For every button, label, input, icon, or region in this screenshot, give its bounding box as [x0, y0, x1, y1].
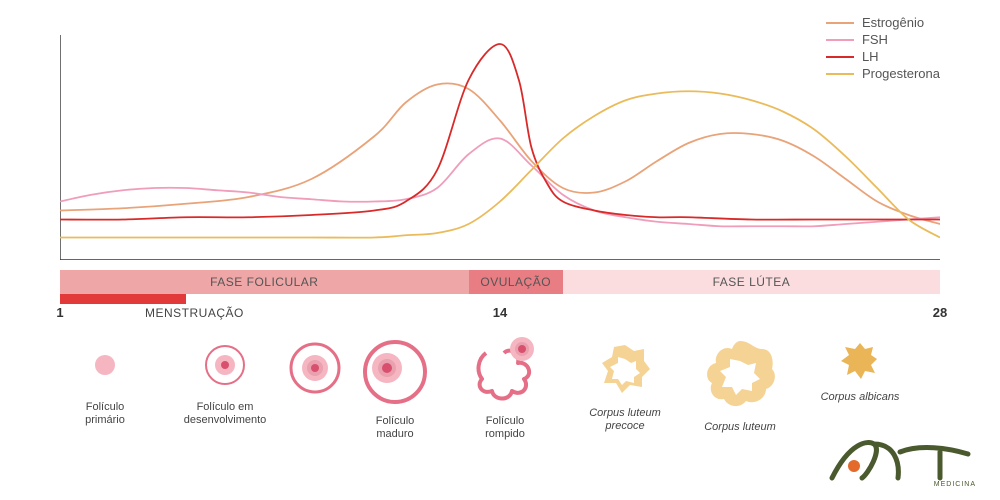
follicle-mature-icon [340, 335, 450, 409]
xtick-1: 1 [56, 305, 63, 320]
follicle-cl_early: Corpus luteumprecoce [570, 335, 680, 433]
follicle-cl_early-icon [570, 335, 680, 401]
follicle-cl-icon [685, 335, 795, 415]
follicle-cl: Corpus luteum [685, 335, 795, 434]
follicle-label: Folículoprimário [50, 401, 160, 427]
logo-subtext: MEDICINA [934, 481, 976, 488]
series-lh [60, 44, 940, 220]
follicle-label: Folículorompido [450, 415, 560, 441]
brand-logo: MEDICINA [828, 434, 978, 490]
follicle-albicans: Corpus albicans [805, 335, 915, 404]
follicle-ruptured: Folículorompido [450, 335, 560, 441]
follicle-label: Folículomaduro [340, 415, 450, 441]
menses-label: MENSTRUAÇÃO [145, 306, 244, 320]
xtick-28: 28 [933, 305, 947, 320]
follicle-label: Corpus luteum [685, 421, 795, 434]
phase-ovulation: OVULAÇÃO [469, 270, 563, 294]
follicle-label: Corpus luteumprecoce [570, 407, 680, 433]
phase-luteal: FASE LÚTEA [563, 270, 940, 294]
chart-lines [60, 44, 940, 238]
logo-dot-icon [848, 460, 860, 472]
follicle-label: Folículo emdesenvolvimento [170, 401, 280, 427]
follicle-row: Folículoprimário Folículo emdesenvolvime… [60, 335, 940, 450]
follicle-label: Corpus albicans [805, 391, 915, 404]
follicle-mature: Folículomaduro [340, 335, 450, 441]
series-progesterone [60, 91, 940, 237]
hormone-chart [60, 35, 940, 260]
follicle-albicans-icon [805, 335, 915, 385]
menses-bar [60, 294, 186, 304]
follicle-primary-icon [50, 335, 160, 395]
legend-label: Estrogênio [862, 15, 924, 30]
infographic-root: Estrogênio FSH LH Progesterona FASE FOLI… [0, 0, 1000, 500]
legend-item-estrogen: Estrogênio [826, 15, 940, 30]
series-estrogen [60, 83, 940, 224]
follicle-primary: Folículoprimário [50, 335, 160, 427]
legend-swatch-icon [826, 22, 854, 24]
phase-bar: FASE FOLICULAROVULAÇÃOFASE LÚTEA [60, 270, 940, 294]
follicle-ruptured-icon [450, 335, 560, 409]
phase-follicular: FASE FOLICULAR [60, 270, 469, 294]
xtick-14: 14 [493, 305, 507, 320]
series-fsh [60, 138, 940, 226]
